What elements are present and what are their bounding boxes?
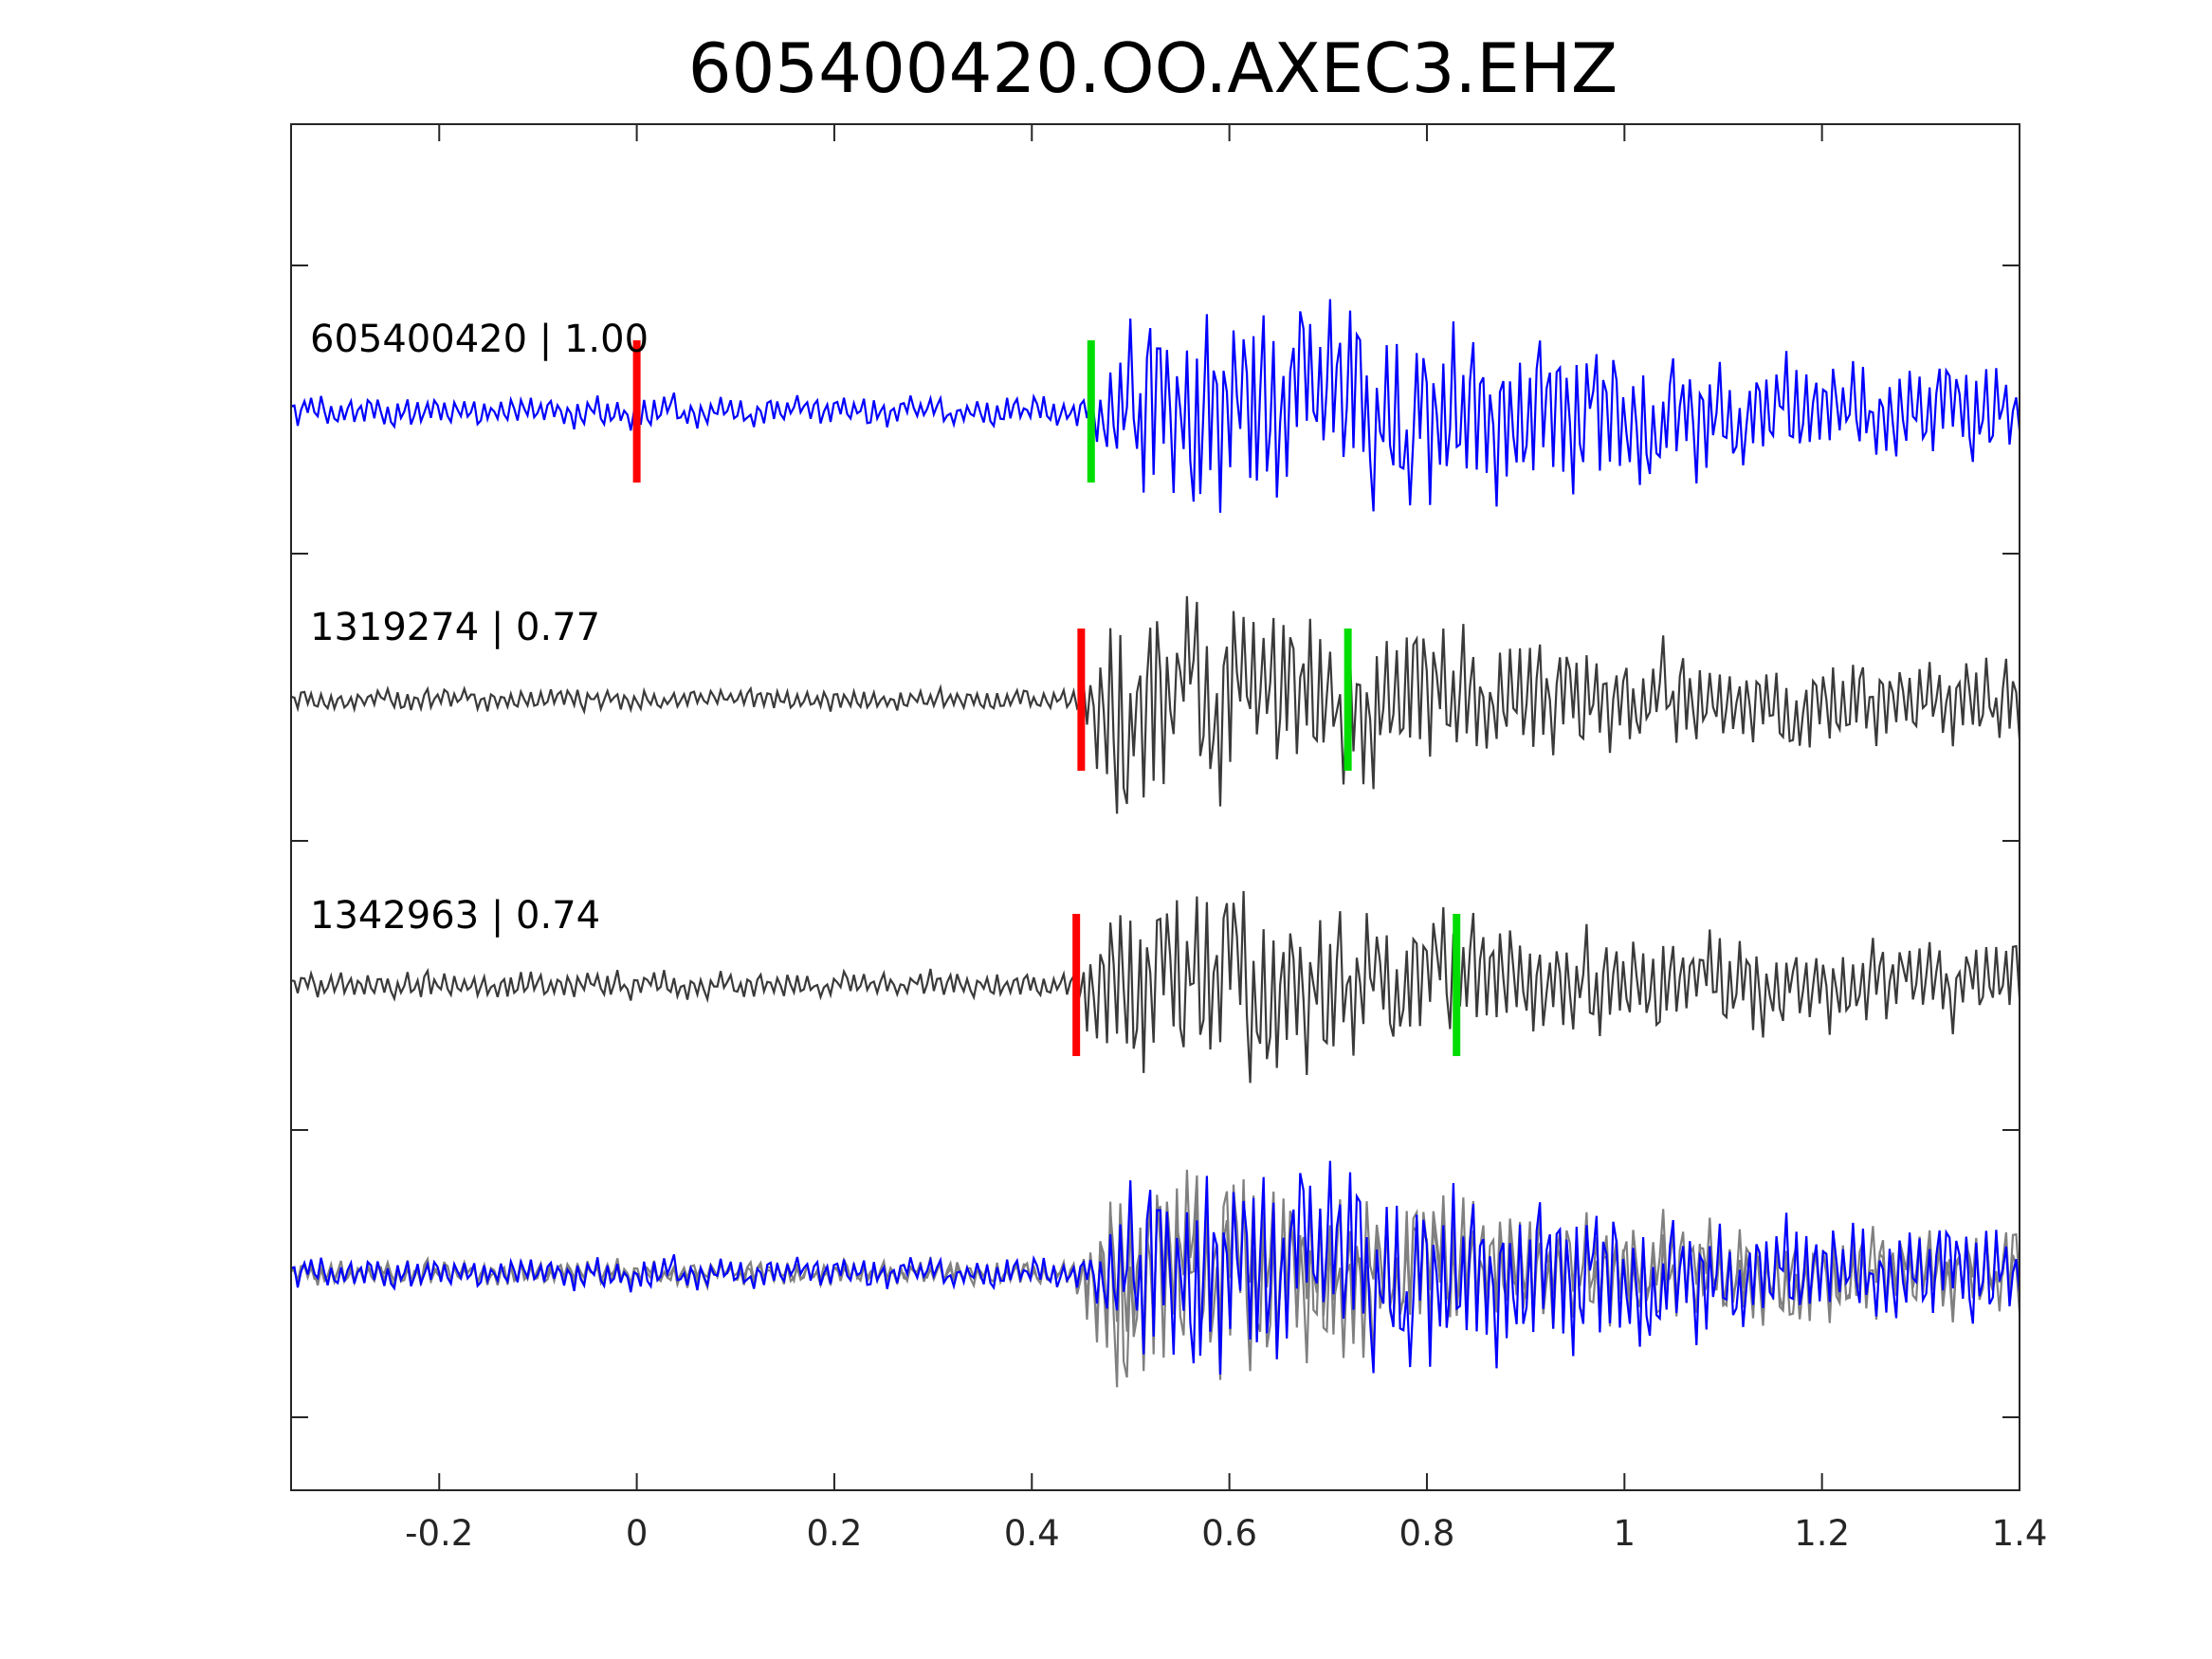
x-tick-label: 0.8 [1399,1513,1455,1554]
trace-line-1 [290,595,2021,814]
y-ticks [291,264,2020,1418]
trace-label-match-1: 1319274 | 0.77 [310,606,600,649]
trace-line-2 [290,890,2021,1084]
x-tick-label: 1.2 [1794,1513,1850,1554]
x-tick-label: 0.2 [807,1513,863,1554]
x-tick-label: 1.4 [1992,1513,2048,1554]
x-tick-label: -0.2 [405,1513,473,1554]
x-tick-label: 0.6 [1201,1513,1257,1554]
x-tick-label: 0 [626,1513,649,1554]
trace-label-match-2: 1342963 | 0.74 [310,894,600,938]
phase-picks [632,340,1461,1056]
overlay-trace-0 [290,1160,2021,1375]
x-tick-label: 1 [1614,1513,1636,1554]
trace-label-master: 605400420 | 1.00 [310,318,649,361]
chart-title: 605400420.OO.AXEC3.EHZ [688,28,1618,108]
x-axis: -0.2 0 0.2 0.4 0.6 0.8 1 1.2 1.4 [405,124,2047,1554]
x-tick-label: 0.4 [1004,1513,1060,1554]
waveform-traces [290,299,2021,1388]
trace-line-0 [290,299,2021,513]
plot-frame [290,123,2020,1491]
